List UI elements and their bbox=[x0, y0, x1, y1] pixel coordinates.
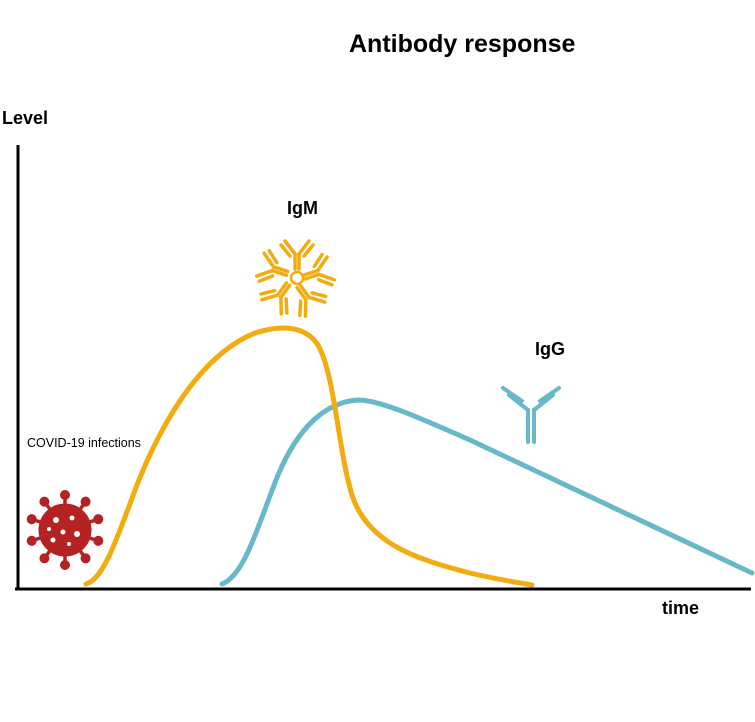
x-axis-label: time bbox=[662, 598, 700, 618]
y-axis-label: Level bbox=[2, 108, 49, 128]
igg-curve bbox=[219, 397, 755, 587]
diagram-title: Antibody response bbox=[349, 30, 576, 58]
igg-antibody-icon bbox=[501, 386, 561, 444]
igm-pentamer-icon bbox=[253, 239, 338, 321]
virus-icon bbox=[24, 490, 106, 572]
igg-label: IgG bbox=[535, 339, 565, 359]
infection-label: COVID-19 infections bbox=[27, 436, 141, 450]
igm-curve bbox=[83, 325, 535, 588]
igm-label: IgM bbox=[287, 198, 318, 218]
